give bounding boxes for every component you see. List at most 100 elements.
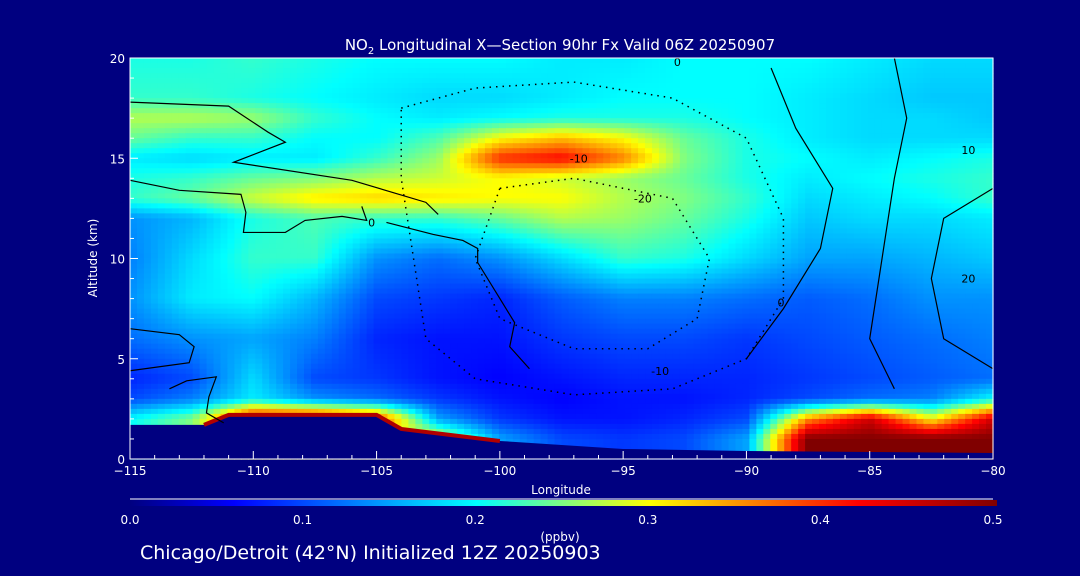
heatmap-cell	[171, 103, 180, 109]
heatmap-cell	[888, 143, 897, 149]
heatmap-cell	[380, 203, 389, 209]
heatmap-cell	[150, 183, 159, 189]
heatmap-cell	[484, 88, 493, 94]
heatmap-cell	[519, 133, 528, 139]
heatmap-cell	[972, 118, 980, 124]
heatmap-cell	[902, 143, 911, 149]
heatmap-cell	[944, 143, 952, 149]
heatmap-cell	[610, 123, 618, 129]
heatmap-cell	[171, 58, 180, 64]
heatmap-cell	[310, 153, 319, 159]
heatmap-cell	[234, 93, 242, 99]
heatmap-cell	[902, 218, 911, 225]
heatmap-cell	[575, 243, 583, 250]
heatmap-cell	[471, 173, 479, 179]
heatmap-cell	[484, 58, 493, 64]
heatmap-cell	[457, 93, 465, 99]
heatmap-cell	[387, 123, 396, 129]
heatmap-cell	[512, 188, 521, 194]
heatmap-cell	[443, 78, 451, 84]
heatmap-cell	[582, 138, 590, 144]
heatmap-cell	[394, 118, 403, 124]
heatmap-cell	[283, 178, 291, 184]
heatmap-cell	[658, 243, 667, 250]
heatmap-cell	[450, 203, 458, 209]
heatmap-cell	[575, 183, 583, 189]
heatmap-cell	[310, 138, 319, 144]
heatmap-cell	[839, 98, 848, 104]
heatmap-cell	[540, 183, 549, 189]
heatmap-cell	[199, 238, 208, 245]
heatmap-cell	[686, 188, 695, 194]
heatmap-cell	[505, 223, 514, 230]
heatmap-cell	[638, 228, 646, 235]
heatmap-cell	[707, 213, 716, 219]
heatmap-cell	[512, 213, 521, 219]
heatmap-cell	[589, 128, 597, 134]
heatmap-cell	[220, 188, 229, 194]
heatmap-cell	[700, 173, 709, 179]
heatmap-cell	[846, 238, 855, 245]
heatmap-cell	[220, 233, 229, 240]
heatmap-cell	[199, 183, 208, 189]
heatmap-cell	[686, 88, 695, 94]
heatmap-cell	[825, 113, 834, 119]
heatmap-cell	[185, 138, 194, 144]
heatmap-cell	[331, 93, 340, 99]
heatmap-cell	[742, 198, 751, 204]
heatmap-cell	[213, 143, 222, 149]
heatmap-cell	[422, 178, 430, 184]
heatmap-cell	[624, 198, 632, 204]
heatmap-cell	[575, 58, 583, 64]
heatmap-cell	[735, 213, 744, 219]
heatmap-cell	[846, 233, 855, 240]
heatmap-cell	[297, 238, 305, 245]
heatmap-cell	[721, 143, 730, 149]
heatmap-cell	[909, 243, 918, 250]
heatmap-cell	[916, 203, 924, 209]
heatmap-cell	[944, 158, 952, 164]
heatmap-cell	[951, 248, 959, 255]
heatmap-cell	[387, 213, 396, 219]
heatmap-cell	[457, 153, 465, 159]
heatmap-cell	[916, 83, 924, 89]
heatmap-cell	[519, 148, 528, 154]
heatmap-cell	[338, 58, 347, 64]
heatmap-cell	[832, 208, 841, 214]
heatmap-cell	[965, 93, 973, 99]
heatmap-cell	[895, 128, 904, 134]
heatmap-cell	[679, 178, 688, 184]
heatmap-cell	[846, 58, 855, 64]
heatmap-cell	[164, 153, 173, 159]
heatmap-cell	[651, 118, 660, 124]
heatmap-cell	[491, 153, 500, 159]
heatmap-cell	[777, 73, 785, 79]
heatmap-cell	[436, 213, 444, 219]
heatmap-cell	[171, 93, 180, 99]
heatmap-cell	[241, 153, 249, 159]
heatmap-cell	[979, 58, 987, 64]
heatmap-cell	[213, 108, 222, 114]
heatmap-cell	[498, 158, 507, 164]
heatmap-cell	[645, 128, 653, 134]
heatmap-cell	[603, 123, 611, 129]
heatmap-cell	[429, 148, 437, 154]
heatmap-cell	[916, 188, 924, 194]
heatmap-cell	[373, 128, 382, 134]
heatmap-cell	[589, 218, 597, 225]
heatmap-cell	[651, 163, 660, 169]
heatmap-cell	[839, 183, 848, 189]
heatmap-cell	[484, 108, 493, 114]
heatmap-cell	[651, 188, 660, 194]
heatmap-cell	[624, 183, 632, 189]
heatmap-cell	[825, 193, 834, 199]
heatmap-cell	[860, 203, 869, 209]
heatmap-cell	[735, 183, 744, 189]
heatmap-cell	[853, 228, 862, 235]
heatmap-cell	[512, 183, 521, 189]
heatmap-cell	[923, 178, 931, 184]
heatmap-cell	[631, 68, 639, 74]
heatmap-cell	[143, 183, 152, 189]
heatmap-cell	[819, 123, 827, 129]
heatmap-cell	[234, 253, 242, 260]
